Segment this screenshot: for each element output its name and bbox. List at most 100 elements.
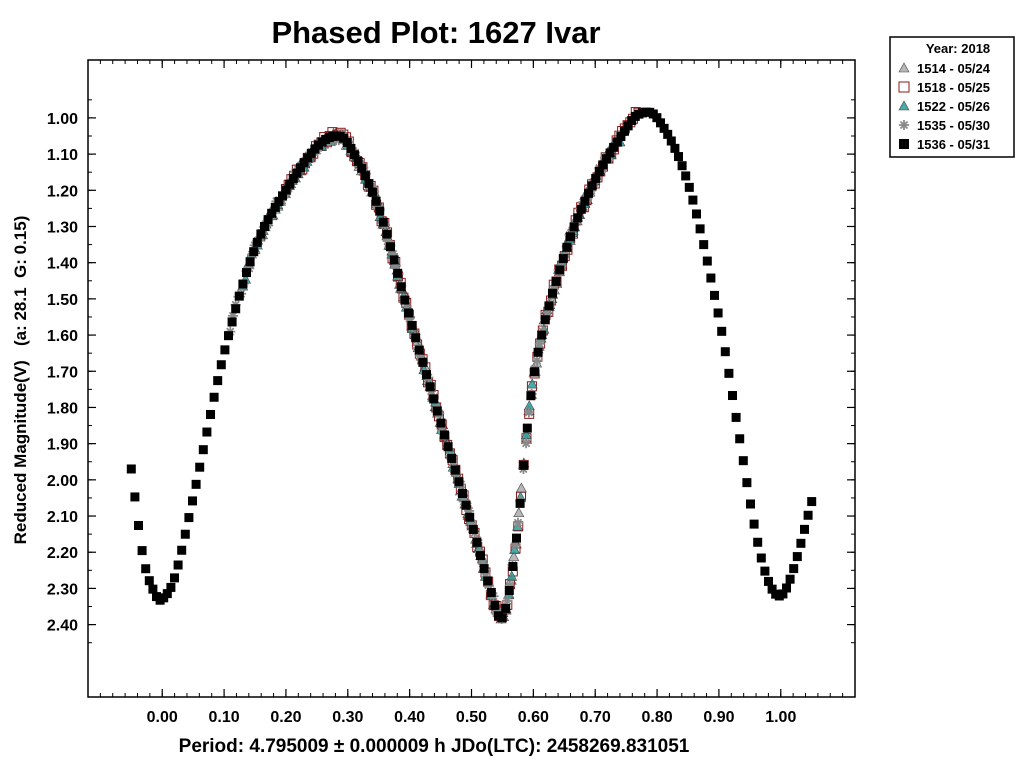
y-tick-label: 1.60 — [47, 328, 78, 345]
data-point — [702, 256, 712, 266]
data-point — [738, 456, 748, 466]
data-point — [548, 288, 558, 298]
data-point — [277, 191, 287, 201]
data-point — [659, 123, 669, 133]
data-point — [899, 120, 909, 130]
data-point — [512, 533, 522, 543]
legend-box — [889, 36, 1015, 158]
data-point — [534, 338, 545, 349]
x-axis-label: Period: 4.795009 ± 0.000009 h JDo(LTC): … — [179, 736, 690, 757]
legend-entry: 1518 - 05/25 — [898, 80, 990, 95]
x-tick-label: 0.30 — [332, 709, 363, 726]
data-point — [533, 347, 543, 357]
data-point — [526, 378, 538, 389]
data-point — [609, 142, 619, 152]
data-point — [544, 301, 554, 311]
data-point — [461, 500, 471, 510]
data-point — [537, 330, 547, 340]
y-tick-label: 2.00 — [47, 473, 78, 490]
y-tick-label: 2.30 — [47, 581, 78, 598]
data-point — [234, 291, 244, 301]
data-point — [425, 382, 435, 392]
data-point — [375, 206, 385, 216]
data-point — [490, 600, 500, 610]
data-point — [184, 513, 194, 523]
data-point — [295, 163, 305, 173]
data-point — [303, 153, 313, 163]
data-point — [468, 524, 478, 534]
data-point — [249, 247, 259, 257]
data-point — [367, 187, 377, 197]
data-point — [666, 136, 676, 146]
data-point — [245, 257, 255, 267]
data-point — [349, 150, 359, 160]
data-point — [371, 196, 381, 206]
data-point — [684, 182, 694, 192]
data-point — [710, 290, 720, 300]
data-point — [285, 179, 295, 189]
data-point — [530, 367, 540, 377]
data-point — [465, 512, 475, 522]
data-point — [513, 507, 525, 518]
data-point — [580, 196, 590, 206]
data-point — [504, 586, 514, 596]
data-point — [241, 268, 251, 278]
data-point — [803, 510, 813, 520]
data-point — [566, 232, 576, 242]
data-point — [796, 538, 806, 548]
data-point — [407, 320, 417, 330]
data-point — [403, 308, 413, 318]
data-point — [519, 460, 529, 470]
data-point — [472, 537, 482, 547]
x-axis: 0.00 0.10 0.20 0.30 0.40 0.50 0.60 0.70 0.80 0.90… — [99, 60, 844, 726]
data-point — [447, 453, 457, 463]
y-tick-label: 2.20 — [47, 545, 78, 562]
data-point — [223, 331, 233, 341]
data-point — [133, 520, 143, 530]
data-point — [688, 195, 698, 205]
data-point — [898, 81, 910, 93]
x-tick-label: 0.00 — [147, 709, 178, 726]
data-point — [616, 132, 626, 142]
data-point — [677, 161, 687, 171]
data-point — [562, 242, 572, 252]
data-point — [584, 188, 594, 198]
data-point — [385, 242, 395, 252]
y-tick-label: 1.90 — [47, 437, 78, 454]
data-point — [292, 168, 302, 178]
legend-entry: 1514 - 05/24 — [898, 61, 991, 76]
data-point — [782, 583, 792, 593]
y-axis: 1.00 1.10 1.20 1.30 1.40 1.50 1.60 1.70 1.80 1.90… — [47, 99, 855, 644]
data-point — [717, 326, 727, 336]
data-point — [670, 143, 680, 153]
y-tick-label: 2.10 — [47, 509, 78, 526]
data-point — [353, 156, 363, 166]
y-tick-label: 1.40 — [47, 256, 78, 273]
x-tick-label: 0.10 — [209, 709, 240, 726]
data-point — [521, 438, 532, 449]
data-point — [238, 279, 248, 289]
data-point — [899, 139, 909, 149]
data-point — [506, 570, 518, 581]
data-point — [681, 171, 691, 181]
data-point — [558, 254, 568, 264]
legend-label: 1514 - 05/24 — [917, 61, 991, 76]
data-point — [497, 613, 507, 623]
data-point — [652, 113, 662, 123]
y-axis-label: Reduced Magnitude(V) (a: 28.1 G: 0.15) — [11, 216, 30, 545]
data-point — [724, 368, 734, 378]
legend-label: 1535 - 05/30 — [917, 118, 990, 133]
data-point — [753, 537, 763, 547]
data-point — [144, 576, 154, 586]
data-point — [173, 560, 183, 570]
legend-label: 1536 - 05/31 — [917, 137, 990, 152]
data-point — [205, 409, 215, 419]
data-point — [281, 185, 291, 195]
data-point — [450, 465, 460, 475]
data-point — [400, 295, 410, 305]
data-point — [166, 582, 176, 592]
data-point — [270, 202, 280, 212]
data-point — [220, 345, 230, 355]
data-point — [598, 160, 608, 170]
data-point — [454, 477, 464, 487]
